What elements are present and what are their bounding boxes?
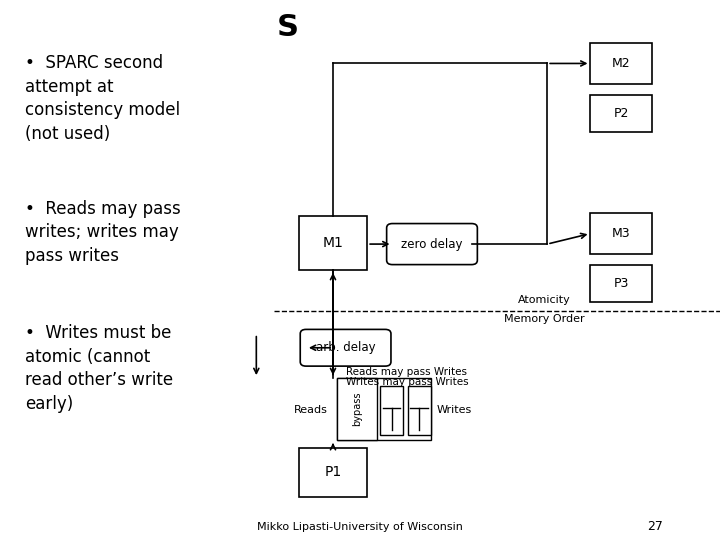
Text: M3: M3 xyxy=(612,227,630,240)
Text: Reads may pass Writes: Reads may pass Writes xyxy=(346,367,467,376)
Text: Atomicity: Atomicity xyxy=(518,295,571,305)
Text: •  SPARC second
attempt at
consistency model
(not used): • SPARC second attempt at consistency mo… xyxy=(25,54,180,143)
Text: P3: P3 xyxy=(613,277,629,290)
Text: bypass: bypass xyxy=(352,392,361,426)
Text: 27: 27 xyxy=(647,520,663,533)
FancyBboxPatch shape xyxy=(590,94,652,132)
Text: Writes: Writes xyxy=(436,406,472,415)
Text: arb. delay: arb. delay xyxy=(316,341,375,354)
Text: Reads: Reads xyxy=(294,406,328,415)
FancyBboxPatch shape xyxy=(590,265,652,302)
Text: M2: M2 xyxy=(612,57,630,70)
FancyBboxPatch shape xyxy=(380,386,403,435)
Text: •  Reads may pass
writes; writes may
pass writes: • Reads may pass writes; writes may pass… xyxy=(25,200,181,265)
Text: Mikko Lipasti-University of Wisconsin: Mikko Lipasti-University of Wisconsin xyxy=(257,522,463,531)
Text: S: S xyxy=(277,14,299,43)
Text: P1: P1 xyxy=(325,465,341,480)
Text: Writes may pass Writes: Writes may pass Writes xyxy=(346,377,468,387)
FancyBboxPatch shape xyxy=(299,448,367,497)
FancyBboxPatch shape xyxy=(408,386,431,435)
FancyBboxPatch shape xyxy=(590,213,652,254)
FancyBboxPatch shape xyxy=(337,378,377,440)
FancyBboxPatch shape xyxy=(590,43,652,84)
FancyBboxPatch shape xyxy=(387,224,477,265)
Text: M1: M1 xyxy=(323,236,343,250)
FancyBboxPatch shape xyxy=(300,329,391,366)
FancyBboxPatch shape xyxy=(299,216,367,270)
Text: zero delay: zero delay xyxy=(401,238,463,251)
Text: Memory Order: Memory Order xyxy=(504,314,585,323)
Text: P2: P2 xyxy=(613,107,629,120)
Text: •  Writes must be
atomic (cannot
read other’s write
early): • Writes must be atomic (cannot read oth… xyxy=(25,324,174,413)
